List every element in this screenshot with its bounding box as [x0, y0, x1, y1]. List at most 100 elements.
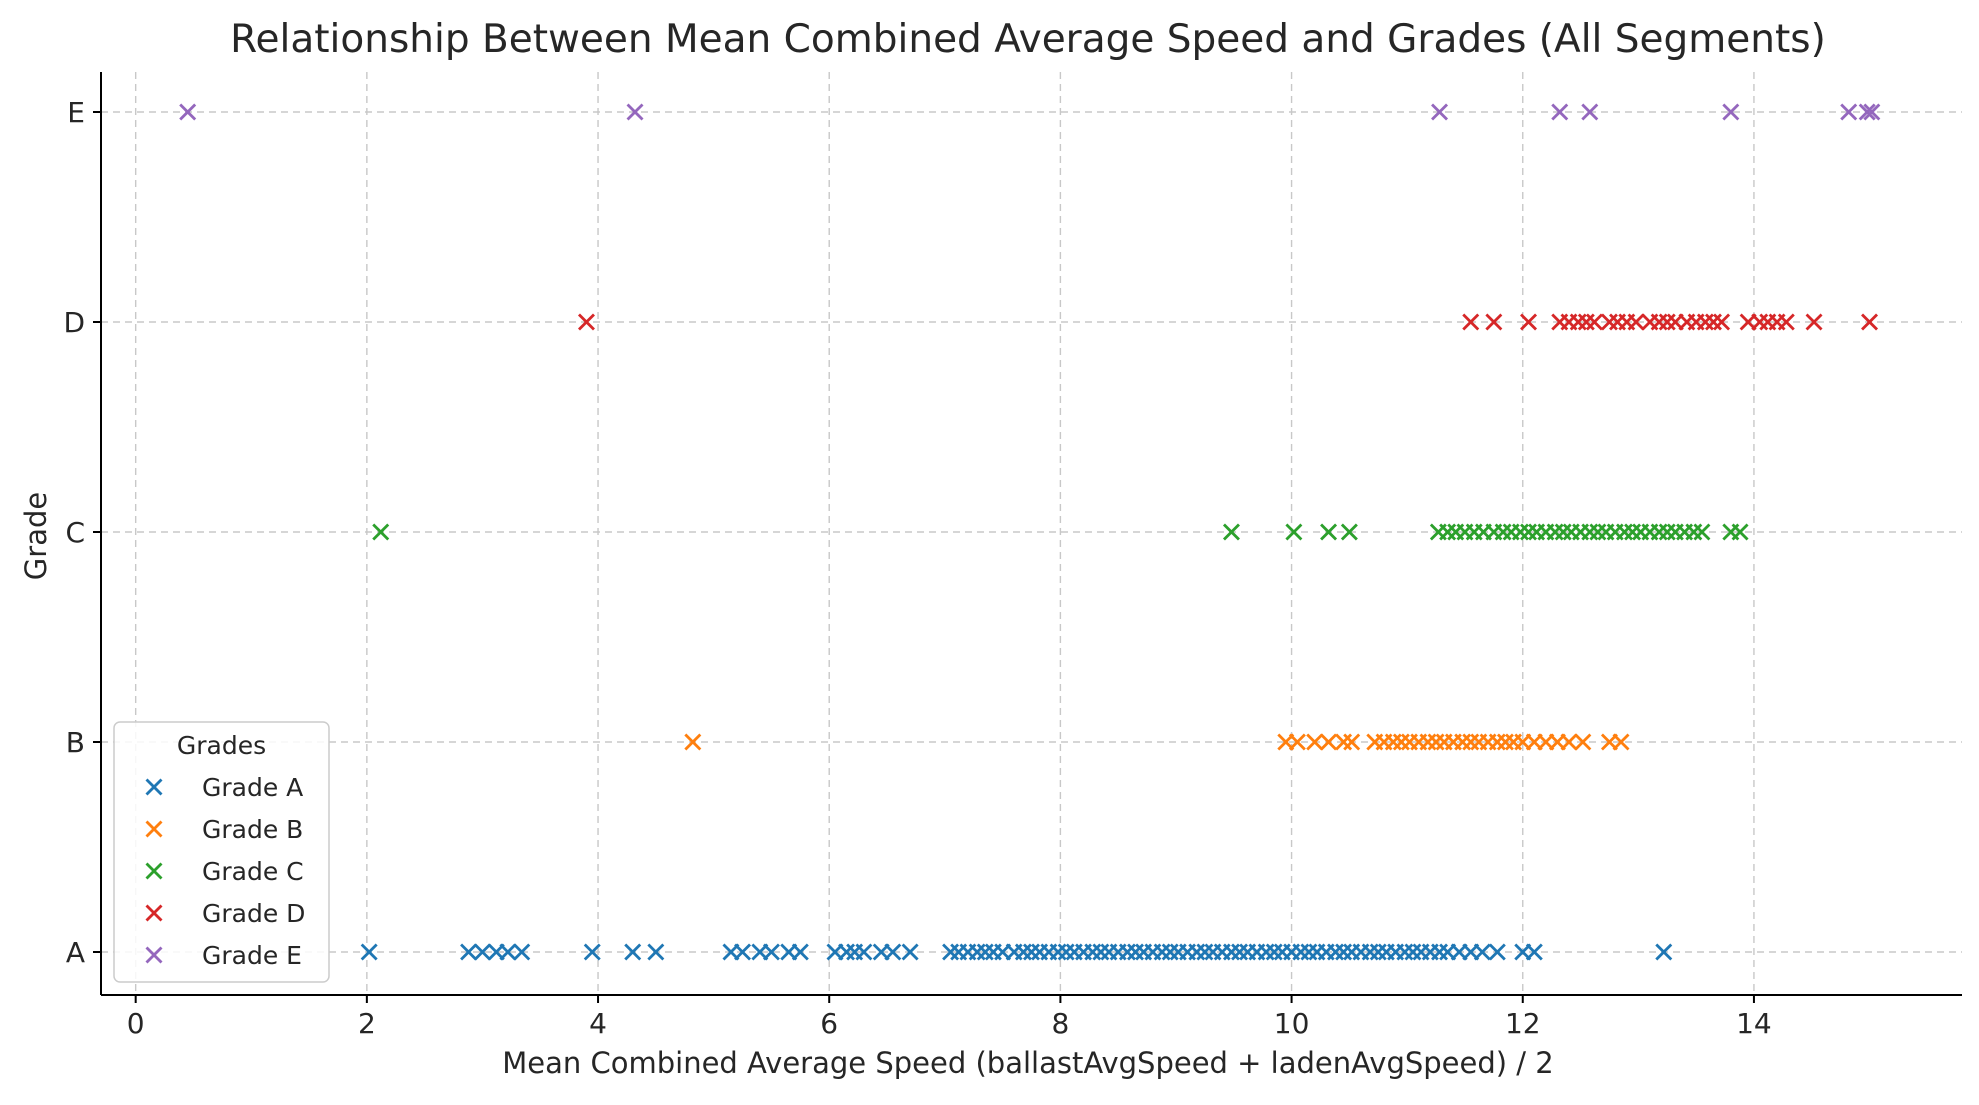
grade-a-point [583, 943, 601, 961]
grade-a-point [1525, 943, 1543, 961]
x-axis-label: Mean Combined Average Speed (ballastAvgS… [502, 1046, 1553, 1080]
legend-label-grade-d: Grade D [202, 899, 305, 928]
x-tick-label: 6 [820, 1007, 838, 1040]
grade-b-point [1320, 733, 1338, 751]
grade-c-point [1731, 523, 1749, 541]
legend-marker-grade-c [145, 862, 163, 880]
grade-a-point [1404, 943, 1422, 961]
legend-box [113, 721, 330, 983]
grade-a-point [901, 943, 919, 961]
grade-b-point [684, 733, 702, 751]
legend-marker-grade-e [145, 946, 163, 964]
grade-e-point [626, 103, 644, 121]
legend-label-grade-b: Grade B [202, 815, 303, 844]
legend-label-grade-e: Grade E [202, 941, 302, 970]
grade-b-point [1306, 733, 1324, 751]
grade-a-point [734, 943, 752, 961]
grade-e-point [179, 103, 197, 121]
legend-title: Grades [177, 731, 266, 760]
grade-a-point [1655, 943, 1673, 961]
legend: Grades Grade A Grade B Grade C Grade D Grade … [113, 721, 330, 983]
legend-marker-grade-d [145, 904, 163, 922]
y-tick-label: B [66, 726, 85, 759]
grade-b-point [1343, 733, 1361, 751]
grade-e-point [1581, 103, 1599, 121]
grade-c-point [1511, 523, 1529, 541]
legend-marker-grade-a [145, 778, 163, 796]
grade-d-point [577, 313, 595, 331]
x-tick-label: 2 [358, 1007, 376, 1040]
grade-d-point [1751, 313, 1769, 331]
grade-a-point [360, 943, 378, 961]
grade-d-point [1627, 313, 1645, 331]
grade-e-point [1863, 103, 1881, 121]
grade-e-point [1431, 103, 1449, 121]
legend-label-grade-a: Grade A [202, 773, 303, 802]
grade-a-point [624, 943, 642, 961]
grade-d-point [1485, 313, 1503, 331]
grade-a-point [1222, 943, 1240, 961]
grade-b-point [1612, 733, 1630, 751]
x-tick-label: 14 [1736, 1007, 1772, 1040]
grade-a-point [791, 943, 809, 961]
grade-a-point [1092, 943, 1110, 961]
y-tick-label: A [66, 936, 85, 969]
grade-a-point [1488, 943, 1506, 961]
grade-d-point [1713, 313, 1731, 331]
legend-marker-grade-b [145, 820, 163, 838]
grade-c-point [1285, 523, 1303, 541]
axis-ticks: 0 2 4 6 8 10 12 14 A B C D E [63, 96, 1771, 1040]
grade-a-point [1188, 943, 1206, 961]
grade-b-point [1560, 733, 1578, 751]
x-tick-label: 4 [589, 1007, 607, 1040]
grade-e-point [1722, 103, 1740, 121]
grade-e-point [1840, 103, 1858, 121]
grade-b-point [1488, 733, 1506, 751]
grade-a-point [762, 943, 780, 961]
chart-title: Relationship Between Mean Combined Avera… [230, 17, 1826, 62]
grade-c-point [1340, 523, 1358, 541]
axes-spines [100, 72, 1962, 996]
grade-a-point [1153, 943, 1171, 961]
grade-a-point [473, 943, 491, 961]
grade-b-point [1574, 733, 1592, 751]
grade-c-point [1693, 523, 1711, 541]
grade-c-point [1222, 523, 1240, 541]
grade-a-point [647, 943, 665, 961]
grade-d-point [1585, 313, 1603, 331]
grade-a-point [1473, 943, 1491, 961]
grade-a-point [460, 943, 478, 961]
y-tick-label: E [67, 96, 85, 129]
grade-c-point [372, 523, 390, 541]
grade-e-point [1551, 103, 1569, 121]
y-axis-label: Grade [19, 492, 53, 580]
x-tick-label: 0 [127, 1007, 145, 1040]
grade-c-point [1546, 523, 1564, 541]
grade-b-point [1427, 733, 1445, 751]
grade-a-point [499, 943, 517, 961]
grade-d-point [1805, 313, 1823, 331]
grade-d-point [1462, 313, 1480, 331]
grade-b-point [1392, 733, 1410, 751]
grade-d-point [1777, 313, 1795, 331]
grade-a-point [855, 943, 873, 961]
x-tick-label: 12 [1505, 1007, 1541, 1040]
x-tick-label: 10 [1274, 1007, 1310, 1040]
grade-a-point [1127, 943, 1145, 961]
grade-a-point [884, 943, 902, 961]
grade-d-point [1704, 313, 1722, 331]
x-tick-label: 8 [1051, 1007, 1069, 1040]
grade-c-point [1439, 523, 1457, 541]
legend-label-grade-c: Grade C [202, 857, 304, 886]
grade-d-point [1861, 313, 1879, 331]
grade-b-point [1288, 733, 1306, 751]
y-tick-label: D [63, 306, 85, 339]
grade-a-point [513, 943, 531, 961]
grade-c-point [1320, 523, 1338, 541]
grade-d-point [1520, 313, 1538, 331]
data-markers [179, 103, 1881, 961]
y-tick-label: C [65, 516, 85, 549]
grade-e-point [1858, 103, 1876, 121]
